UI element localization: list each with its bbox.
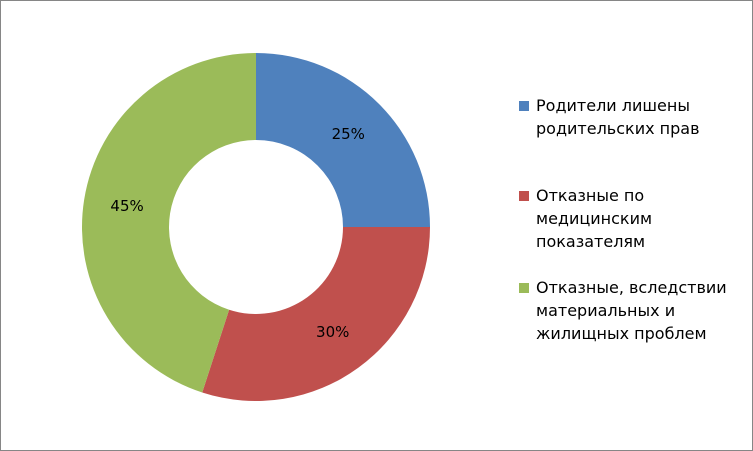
legend-swatch <box>519 191 529 201</box>
data-label: 30% <box>316 323 349 341</box>
legend-label: Родители лишены родительских прав <box>536 96 700 138</box>
donut-slice <box>256 53 430 227</box>
legend-label: Отказные, вследствии материальных и жили… <box>536 278 727 343</box>
data-label: 45% <box>110 197 143 215</box>
donut-slice <box>82 53 256 393</box>
legend-item: Родители лишены родительских прав <box>519 94 744 140</box>
legend-item: Отказные по медицинским показателям <box>519 184 744 253</box>
legend-item: Отказные, вследствии материальных и жили… <box>519 276 744 345</box>
data-label: 25% <box>332 125 365 143</box>
legend-swatch <box>519 101 529 111</box>
legend-label: Отказные по медицинским показателям <box>536 186 653 251</box>
legend-swatch <box>519 283 529 293</box>
donut-slice <box>202 227 430 401</box>
